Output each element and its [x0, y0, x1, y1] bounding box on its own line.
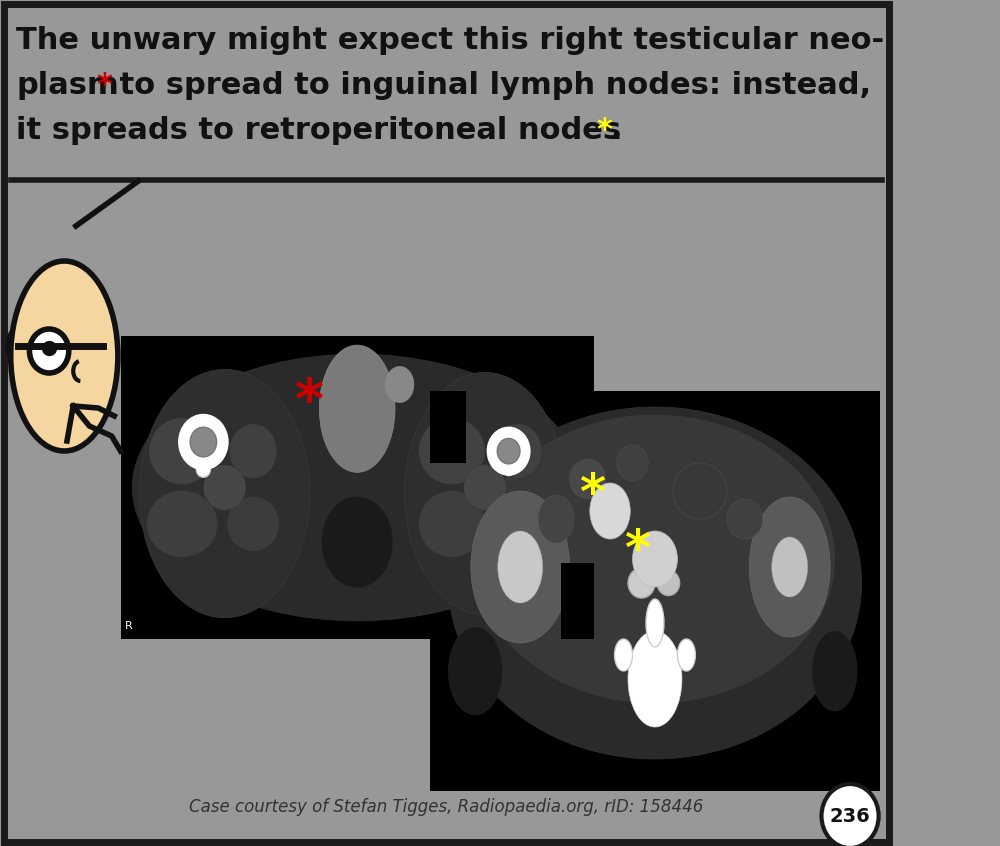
Circle shape	[179, 415, 228, 470]
Ellipse shape	[322, 497, 393, 587]
Text: plasm: plasm	[16, 71, 119, 100]
Ellipse shape	[494, 424, 542, 478]
Circle shape	[196, 449, 210, 465]
FancyBboxPatch shape	[430, 719, 466, 791]
Text: 236: 236	[830, 806, 870, 826]
Ellipse shape	[448, 627, 502, 715]
Text: R: R	[125, 621, 133, 631]
Circle shape	[497, 438, 520, 464]
Ellipse shape	[319, 345, 395, 472]
Ellipse shape	[132, 354, 582, 621]
FancyBboxPatch shape	[430, 391, 880, 791]
Ellipse shape	[538, 495, 574, 543]
Ellipse shape	[475, 415, 835, 703]
Ellipse shape	[404, 372, 565, 615]
Ellipse shape	[570, 459, 606, 499]
Text: The unwary might expect this right testicular neo-: The unwary might expect this right testi…	[16, 26, 884, 55]
Circle shape	[29, 329, 69, 373]
Text: *: *	[96, 71, 112, 100]
Ellipse shape	[673, 463, 727, 519]
Text: *: *	[295, 376, 324, 430]
Ellipse shape	[448, 407, 862, 759]
Ellipse shape	[203, 464, 246, 510]
Circle shape	[628, 568, 655, 598]
Ellipse shape	[464, 464, 506, 510]
Ellipse shape	[633, 531, 677, 587]
Ellipse shape	[590, 483, 630, 539]
Ellipse shape	[646, 599, 664, 647]
Circle shape	[487, 427, 530, 475]
Ellipse shape	[772, 537, 808, 597]
Text: it spreads to retroperitoneal nodes: it spreads to retroperitoneal nodes	[16, 116, 621, 145]
Ellipse shape	[149, 418, 215, 485]
Ellipse shape	[677, 639, 695, 671]
FancyBboxPatch shape	[4, 4, 889, 842]
Ellipse shape	[727, 499, 763, 539]
Ellipse shape	[615, 639, 633, 671]
Ellipse shape	[229, 424, 277, 478]
Ellipse shape	[147, 491, 218, 558]
FancyBboxPatch shape	[561, 563, 594, 639]
Ellipse shape	[749, 497, 830, 637]
Text: to spread to inguinal lymph nodes: instead,: to spread to inguinal lymph nodes: inste…	[109, 71, 871, 100]
Ellipse shape	[419, 491, 485, 558]
Circle shape	[503, 463, 514, 475]
Ellipse shape	[139, 370, 310, 618]
Text: *: *	[596, 116, 612, 145]
Ellipse shape	[492, 497, 544, 551]
FancyBboxPatch shape	[121, 336, 594, 639]
Ellipse shape	[11, 261, 118, 451]
Circle shape	[196, 461, 210, 477]
FancyBboxPatch shape	[430, 391, 466, 463]
Text: Case courtesy of Stefan Tigges, Radiopaedia.org, rID: 158446: Case courtesy of Stefan Tigges, Radiopae…	[189, 798, 704, 816]
Ellipse shape	[8, 328, 28, 364]
Circle shape	[503, 451, 514, 464]
Ellipse shape	[471, 491, 570, 643]
FancyBboxPatch shape	[121, 563, 154, 639]
Ellipse shape	[498, 531, 543, 603]
Ellipse shape	[386, 366, 414, 403]
Text: *: *	[624, 527, 650, 575]
Ellipse shape	[227, 497, 279, 551]
Ellipse shape	[617, 445, 648, 481]
FancyBboxPatch shape	[844, 719, 880, 791]
Ellipse shape	[419, 418, 485, 485]
Circle shape	[657, 570, 680, 596]
Text: .: .	[611, 116, 622, 145]
Ellipse shape	[628, 631, 682, 727]
Ellipse shape	[812, 631, 857, 711]
Circle shape	[821, 784, 879, 846]
Circle shape	[190, 427, 217, 457]
FancyBboxPatch shape	[844, 391, 880, 463]
Text: *: *	[579, 471, 605, 519]
FancyBboxPatch shape	[121, 336, 154, 412]
FancyBboxPatch shape	[561, 336, 594, 412]
